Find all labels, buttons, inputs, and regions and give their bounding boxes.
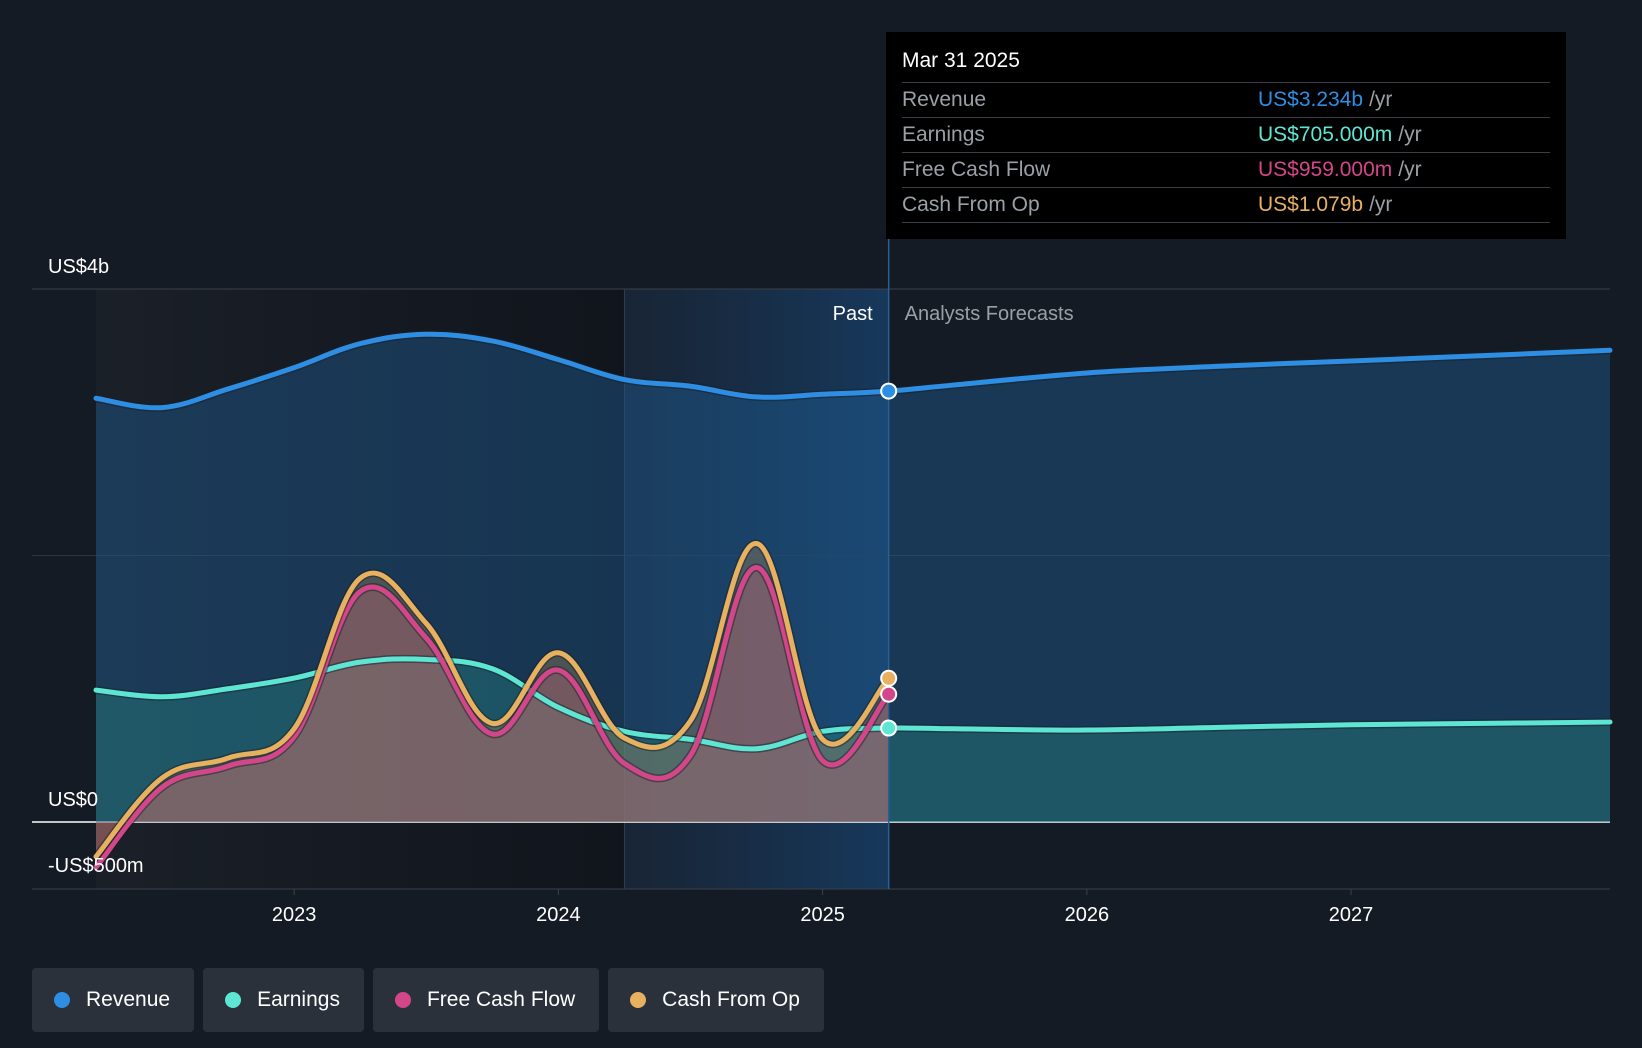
legend-item-cash-from-op[interactable]: Cash From Op — [608, 968, 824, 1032]
legend-item-free-cash-flow[interactable]: Free Cash Flow — [372, 968, 600, 1032]
tooltip-row-cash-from-op: Cash From Op US$1.079b /yr — [902, 188, 1550, 223]
legend-dot-icon — [225, 992, 242, 1008]
past-highlight-region — [624, 289, 889, 889]
legend-item-earnings[interactable]: Earnings — [203, 968, 364, 1032]
y-tick-label: US$4b — [48, 256, 109, 278]
tooltip-row-earnings: Earnings US$705.000m /yr — [902, 118, 1550, 153]
tooltip-row-name: Earnings — [902, 123, 985, 146]
x-tick-label: 2023 — [272, 904, 317, 926]
tooltip-row-name: Cash From Op — [902, 193, 1040, 216]
tooltip-row-value: US$705.000m — [1258, 123, 1393, 146]
free-cash-flow-area — [96, 567, 889, 868]
revenue-area — [96, 334, 1610, 822]
tooltip-row-value: US$959.000m — [1258, 158, 1393, 181]
revenue-point-marker[interactable] — [880, 382, 898, 400]
legend-item-revenue[interactable]: Revenue — [32, 968, 195, 1032]
tooltip-row-name: Free Cash Flow — [902, 158, 1051, 181]
tooltip-row-unit: /yr — [1398, 123, 1422, 146]
y-tick-label: -US$500m — [48, 855, 144, 877]
cash-from-op-point-marker[interactable] — [880, 669, 898, 687]
x-tick-label: 2027 — [1329, 904, 1374, 926]
legend-dot-icon — [630, 992, 647, 1008]
forecast-label: Analysts Forecasts — [905, 303, 1074, 325]
legend-label: Earnings — [257, 988, 340, 1011]
tooltip-row-unit: /yr — [1369, 193, 1393, 216]
tooltip-date: Mar 31 2025 — [902, 46, 1550, 83]
cash-from-op-line — [93, 541, 892, 860]
free-cash-flow-point-marker[interactable] — [880, 685, 898, 703]
tooltip-row-free-cash-flow: Free Cash Flow US$959.000m /yr — [902, 153, 1550, 188]
cash-from-op-area — [96, 543, 889, 857]
earnings-point-marker[interactable] — [880, 719, 898, 737]
legend-label: Free Cash Flow — [426, 988, 576, 1011]
past-label: Past — [833, 303, 873, 325]
earnings-area — [96, 658, 1610, 822]
tooltip-row-value: US$3.234b — [1258, 88, 1364, 111]
legend: Revenue Earnings Free Cash Flow Cash Fro… — [32, 968, 824, 1032]
free-cash-flow-line — [93, 564, 892, 870]
legend-label: Cash From Op — [662, 988, 800, 1011]
tooltip-row-revenue: Revenue US$3.234b /yr — [902, 83, 1550, 118]
earnings-line — [93, 656, 1613, 752]
legend-dot-icon — [394, 992, 411, 1008]
y-tick-label: US$0 — [48, 789, 98, 811]
tooltip-panel: Mar 31 2025 Revenue US$3.234b /yr Earnin… — [886, 32, 1566, 239]
tooltip-row-unit: /yr — [1398, 158, 1422, 181]
legend-label: Revenue — [86, 988, 171, 1011]
revenue-line — [93, 331, 1613, 411]
x-tick-label: 2026 — [1065, 904, 1110, 926]
x-tick-label: 2024 — [536, 904, 581, 926]
tooltip-row-unit: /yr — [1369, 88, 1393, 111]
legend-dot-icon — [54, 992, 70, 1008]
tooltip-row-value: US$1.079b — [1258, 193, 1364, 216]
x-tick-label: 2025 — [800, 904, 845, 926]
tooltip-row-name: Revenue — [902, 88, 987, 111]
